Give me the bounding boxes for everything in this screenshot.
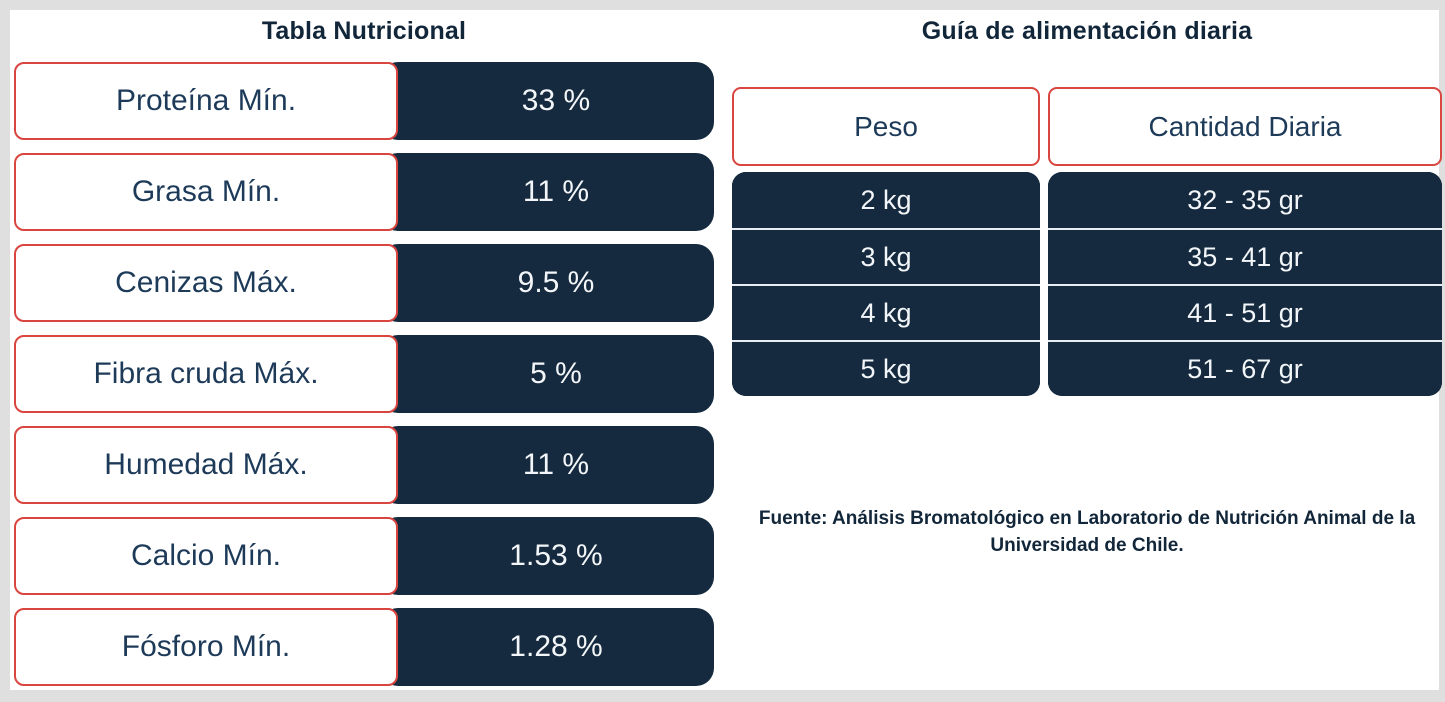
nutrient-label: Fibra cruda Máx. — [14, 335, 398, 413]
nutrient-value: 5 % — [380, 335, 714, 413]
peso-cell: 5 kg — [732, 340, 1040, 396]
cantidad-cell: 32 - 35 gr — [1048, 172, 1442, 228]
nutrition-row-cenizas: Cenizas Máx. 9.5 % — [14, 244, 714, 322]
nutrition-rows: Proteína Mín. 33 % Grasa Mín. 11 % Ceniz… — [14, 62, 714, 686]
column-header-peso: Peso — [732, 87, 1040, 166]
peso-column: 2 kg 3 kg 4 kg 5 kg — [732, 172, 1040, 396]
nutrient-label: Humedad Máx. — [14, 426, 398, 504]
feeding-guide-title: Guía de alimentación diaria — [921, 17, 1253, 45]
cantidad-cell: 41 - 51 gr — [1048, 284, 1442, 340]
nutrition-row-grasa: Grasa Mín. 11 % — [14, 153, 714, 231]
peso-cell: 3 kg — [732, 228, 1040, 284]
nutrition-row-fosforo: Fósforo Mín. 1.28 % — [14, 608, 714, 686]
nutrient-label: Calcio Mín. — [14, 517, 398, 595]
nutrition-row-proteina: Proteína Mín. 33 % — [14, 62, 714, 140]
source-note: Fuente: Análisis Bromatológico en Labora… — [758, 508, 1416, 556]
feeding-guide-body: 2 kg 3 kg 4 kg 5 kg 32 - 35 gr 35 - 41 g… — [732, 172, 1442, 396]
label-canvas: Tabla Nutricional Proteína Mín. 33 % Gra… — [10, 10, 1442, 690]
nutrition-row-humedad: Humedad Máx. 11 % — [14, 426, 714, 504]
column-header-cantidad: Cantidad Diaria — [1048, 87, 1442, 166]
nutrient-value: 11 % — [380, 426, 714, 504]
feeding-guide-section: Guía de alimentación diaria Peso Cantida… — [732, 14, 1442, 560]
cantidad-column: 32 - 35 gr 35 - 41 gr 41 - 51 gr 51 - 67… — [1048, 172, 1442, 396]
nutrient-value: 11 % — [380, 153, 714, 231]
nutrient-value: 9.5 % — [380, 244, 714, 322]
nutrient-label: Proteína Mín. — [14, 62, 398, 140]
nutrition-table-section: Tabla Nutricional Proteína Mín. 33 % Gra… — [14, 14, 714, 699]
nutrient-value: 33 % — [380, 62, 714, 140]
nutrient-label: Grasa Mín. — [14, 153, 398, 231]
nutrient-value: 1.28 % — [380, 608, 714, 686]
feeding-guide-header: Peso Cantidad Diaria — [732, 87, 1442, 166]
nutrition-row-fibra: Fibra cruda Máx. 5 % — [14, 335, 714, 413]
nutrient-label: Fósforo Mín. — [14, 608, 398, 686]
cantidad-cell: 35 - 41 gr — [1048, 228, 1442, 284]
nutrition-row-calcio: Calcio Mín. 1.53 % — [14, 517, 714, 595]
peso-cell: 4 kg — [732, 284, 1040, 340]
nutrient-value: 1.53 % — [380, 517, 714, 595]
peso-cell: 2 kg — [732, 172, 1040, 228]
nutrient-label: Cenizas Máx. — [14, 244, 398, 322]
nutrition-table-title: Tabla Nutricional — [261, 17, 467, 45]
cantidad-cell: 51 - 67 gr — [1048, 340, 1442, 396]
